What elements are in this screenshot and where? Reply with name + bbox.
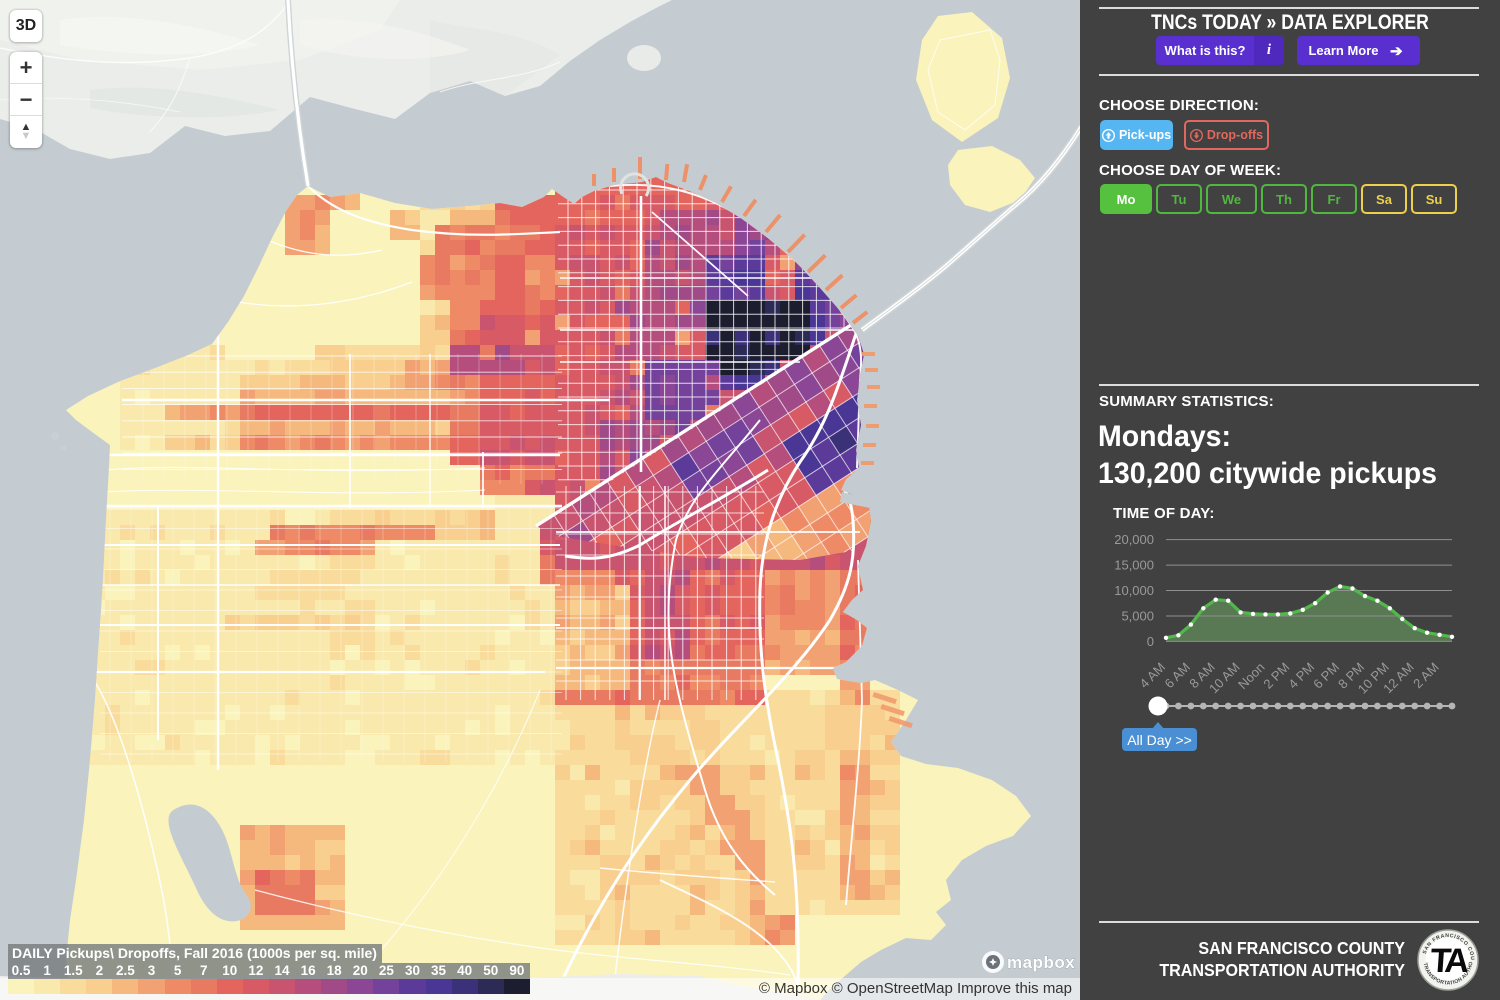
svg-text:20,000: 20,000 [1114, 532, 1154, 547]
svg-text:6 PM: 6 PM [1310, 660, 1342, 692]
svg-text:4 PM: 4 PM [1285, 660, 1317, 692]
svg-text:15,000: 15,000 [1114, 558, 1154, 573]
svg-text:5,000: 5,000 [1121, 609, 1154, 624]
svg-text:2 AM: 2 AM [1410, 660, 1442, 692]
svg-text:Noon: Noon [1235, 660, 1268, 693]
svg-text:0: 0 [1147, 634, 1154, 649]
svg-text:6 AM: 6 AM [1161, 660, 1193, 692]
svg-text:TA: TA [1429, 942, 1470, 980]
svg-text:mapbox: mapbox [1007, 953, 1075, 972]
svg-text:4 AM: 4 AM [1137, 660, 1169, 692]
svg-text:10,000: 10,000 [1114, 583, 1154, 598]
svg-text:2 PM: 2 PM [1260, 660, 1292, 692]
